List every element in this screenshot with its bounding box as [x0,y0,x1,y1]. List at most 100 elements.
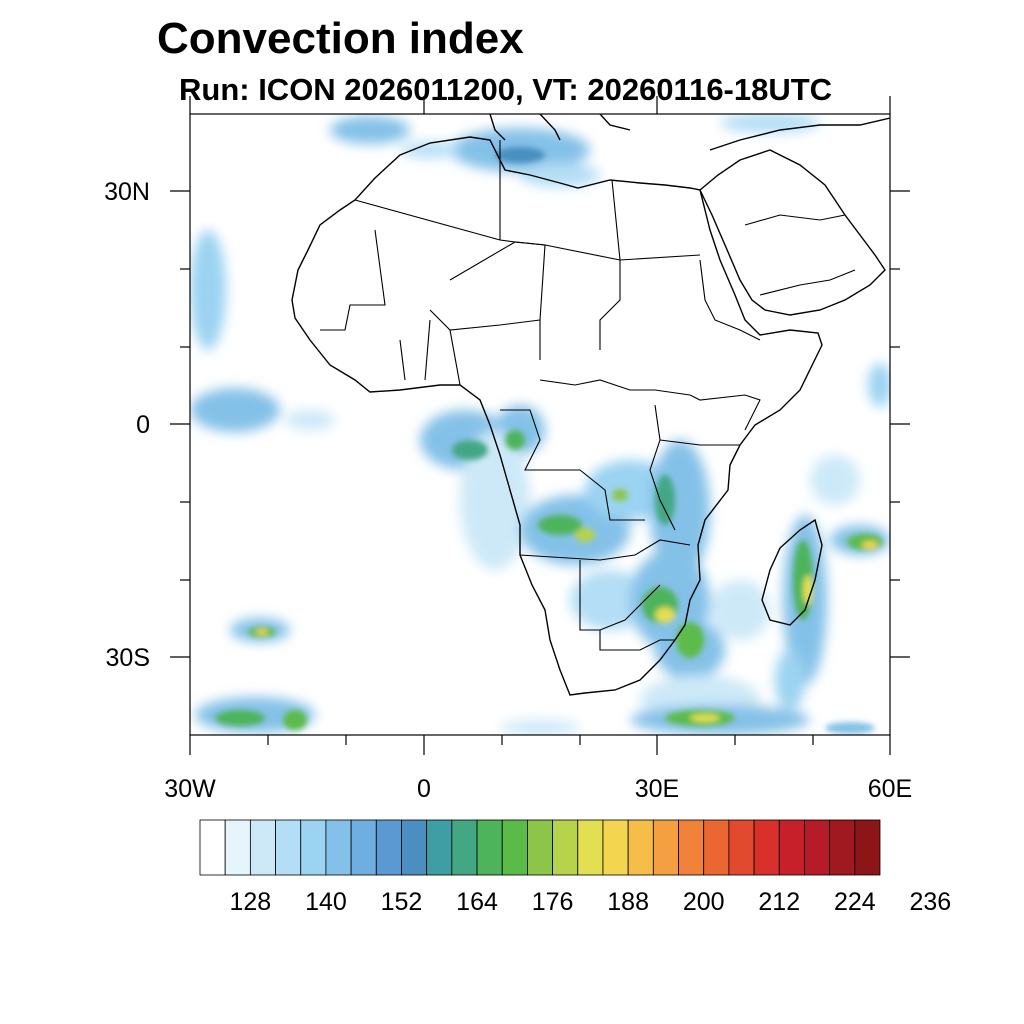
colorbar-label: 188 [607,888,649,916]
country-border [744,214,846,226]
convection-cell [775,650,805,710]
country-border [759,269,856,296]
colorbar-swatch [652,819,679,876]
colorbar-label: 140 [305,888,347,916]
convection-cell [810,455,860,505]
convection-cell [452,440,488,460]
colorbar-swatch [426,819,453,876]
country-border [659,439,740,446]
country-border [539,379,691,396]
colorbar-label: 224 [833,888,876,916]
map-subtitle: Run: ICON 2026011200, VT: 20260116-18UTC [179,72,833,107]
convection-cell [330,116,410,144]
lon-label-0: 0 [417,775,431,803]
convection-cell [215,710,265,726]
colorbar-swatch [325,819,352,876]
lat-label-30n: 30N [104,178,150,206]
africa-coastline [291,136,823,696]
country-border [649,404,676,531]
country-border [354,199,701,261]
map-title: Convection index [157,14,524,63]
convection-cell [862,541,878,549]
colorbar-swatch [627,819,654,876]
convection-cell [655,607,675,623]
lat-label-0: 0 [136,411,150,439]
colorbar-swatch [249,819,276,876]
europe-coastline [489,114,631,141]
country-border [699,259,761,341]
convection-cell [868,363,890,407]
convection-field [190,114,890,735]
convection-cell [400,142,460,158]
country-border [599,630,675,651]
convection-cell [676,622,704,658]
colorbar-swatch [829,819,856,876]
colorbar-label: 128 [229,888,272,916]
colorbar-label: 212 [758,888,801,916]
colorbar-swatch [451,819,478,876]
convection-cell [612,489,628,501]
convection-cell [655,475,675,525]
colorbar-swatch [300,819,327,876]
coastlines [291,114,890,696]
country-border [519,539,691,561]
convection-cell [256,629,268,635]
colorbar [199,819,881,876]
colorbar-swatch [678,819,705,876]
colorbar-label: 200 [682,888,725,916]
colorbar-swatch [350,819,377,876]
colorbar-swatch [778,819,805,876]
convection-cell [285,410,335,430]
convection-cell [690,714,720,722]
colorbar-swatch [476,819,503,876]
country-border [449,241,546,360]
colorbar-swatch [602,819,629,876]
colorbar-swatch [375,819,402,876]
convection-cell [538,515,582,535]
colorbar-swatch [753,819,780,876]
axis-ticks [170,96,910,755]
convection-cell [190,230,226,350]
convection-cell [283,710,307,730]
convection-core-layer [215,147,883,734]
colorbar-swatch [501,819,528,876]
country-border [579,560,661,631]
lat-label-30s: 30S [105,644,150,672]
colorbar-swatch [224,819,251,876]
convection-cell [720,114,820,133]
colorbar-swatch [703,819,730,876]
colorbar-label: 176 [531,888,574,916]
colorbar-swatch [728,819,755,876]
colorbar-label: 236 [909,888,952,916]
europe-coastline [709,117,890,151]
lon-label-60e: 60E [867,775,913,803]
country-border [429,309,541,331]
country-border [599,179,621,350]
convection-cell [825,722,875,734]
colorbar-swatch [577,819,604,876]
arabia-coastline [699,149,886,316]
convection-cell [710,580,770,640]
colorbar-label: 152 [380,888,423,916]
country-border [500,409,645,521]
colorbar-swatch [401,819,428,876]
convection-cell [495,147,545,163]
country-border [689,394,761,431]
country-border [399,319,461,386]
colorbar-swatch [527,819,553,876]
colorbar-swatch [552,819,579,876]
convection-light-layer [190,114,890,735]
convection-cell [575,528,595,542]
madagascar-coastline [761,518,823,626]
convection-cell [190,388,280,432]
colorbar-label: 164 [456,888,498,916]
convection-cell [500,720,580,735]
country-border [320,229,386,331]
convection-cell [803,575,813,605]
colorbar-swatch [275,819,302,876]
colorbar-swatch [199,819,226,876]
convection-cell [505,430,525,450]
colorbar-swatch [854,819,881,876]
lon-label-30w: 30W [164,775,216,803]
